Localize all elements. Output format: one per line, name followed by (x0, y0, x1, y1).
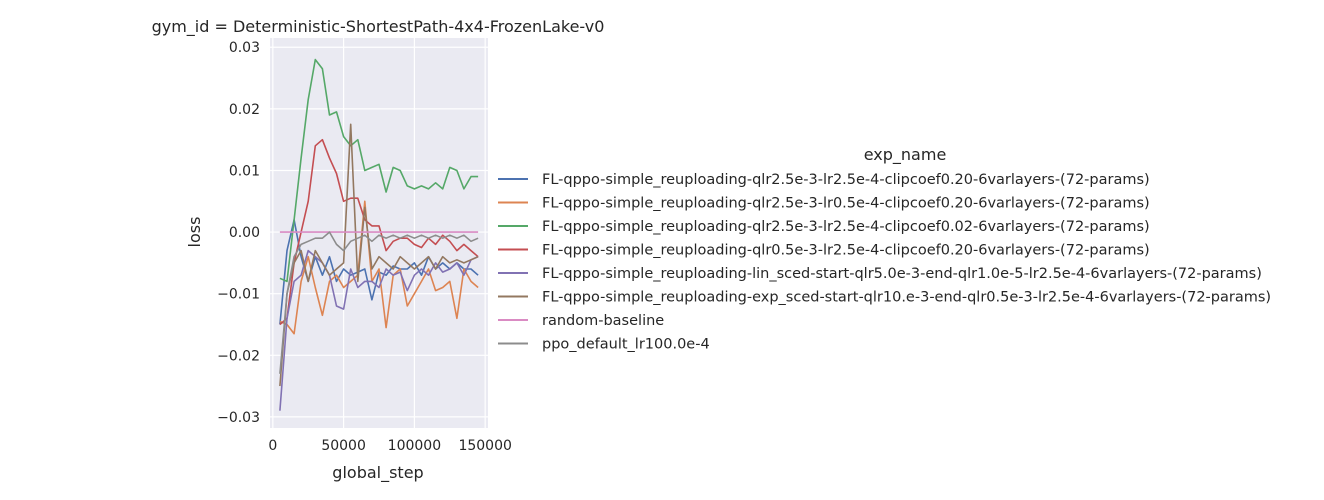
x-tick-label: 100000 (388, 438, 441, 454)
legend: exp_name FL-qppo-simple_reuploading-qlr2… (498, 145, 1271, 353)
y-tick-label: 0.03 (229, 40, 260, 56)
legend-label-4: FL-qppo-simple_reuploading-qlr0.5e-3-lr2… (542, 243, 1150, 259)
y-tick-label: −0.01 (217, 287, 260, 303)
series-line-8 (279, 231, 479, 374)
series-line-2 (279, 200, 479, 335)
legend-label-7: random-baseline (542, 313, 664, 329)
facet-title: gym_id = Deterministic-ShortestPath-4x4-… (152, 17, 605, 37)
series-line-3 (279, 58, 479, 283)
x-tick-label: 0 (268, 438, 277, 454)
y-axis-ticks: −0.03 −0.02 −0.01 0.00 0.01 0.02 0.03 (217, 40, 260, 426)
legend-title: exp_name (864, 145, 947, 165)
gridlines (270, 38, 488, 428)
legend-label-6: FL-qppo-simple_reuploading-exp_sced-star… (542, 290, 1271, 306)
series-line-5 (279, 249, 479, 411)
legend-label-5: FL-qppo-simple_reuploading-lin_sced-star… (542, 266, 1262, 282)
y-axis-label: loss (185, 217, 204, 248)
legend-label-8: ppo_default_lr100.0e-4 (542, 337, 710, 353)
y-tick-label: 0.02 (229, 102, 260, 118)
y-tick-label: −0.02 (217, 348, 260, 364)
legend-label-3: FL-qppo-simple_reuploading-qlr2.5e-3-lr2… (542, 219, 1150, 235)
y-tick-label: −0.03 (217, 410, 260, 426)
series-line-6 (279, 123, 479, 387)
series-lines (279, 58, 479, 411)
plot-area (270, 38, 488, 428)
x-tick-label: 50000 (321, 438, 366, 454)
legend-label-2: FL-qppo-simple_reuploading-qlr2.5e-3-lr0… (542, 196, 1150, 212)
y-tick-label: 0.00 (229, 225, 260, 241)
x-axis-ticks: 0 50000 100000 150000 (268, 438, 512, 454)
legend-label-1: FL-qppo-simple_reuploading-qlr2.5e-3-lr2… (542, 172, 1150, 188)
x-axis-label: global_step (332, 463, 423, 483)
x-tick-label: 150000 (458, 438, 511, 454)
y-tick-label: 0.01 (229, 163, 260, 179)
